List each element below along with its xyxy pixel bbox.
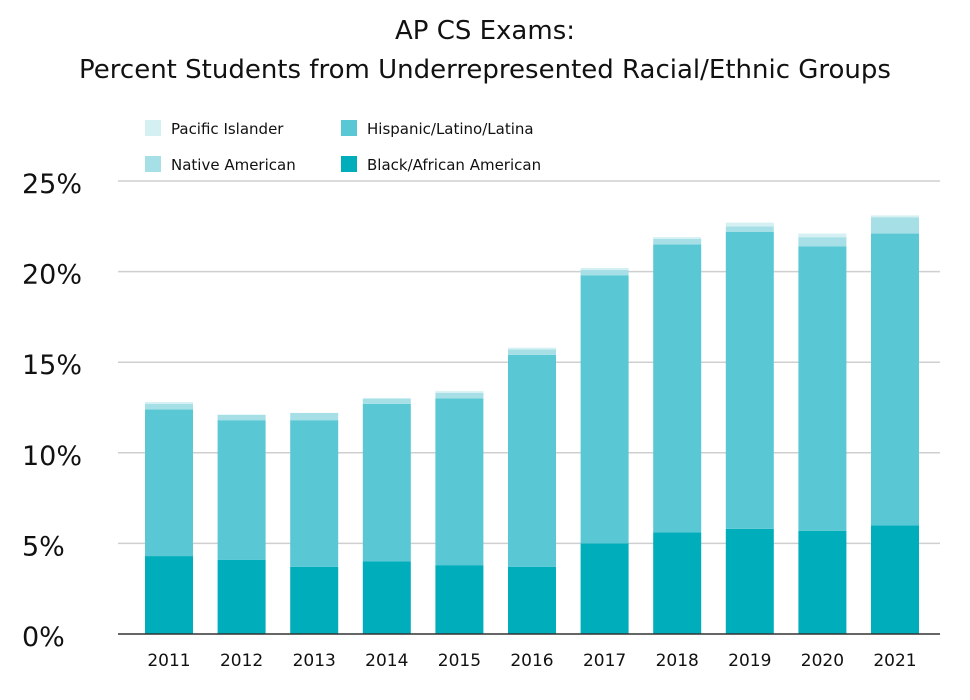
legend-label: Native American bbox=[171, 156, 296, 174]
legend-label: Black/African American bbox=[367, 156, 541, 174]
bar-segment bbox=[508, 566, 556, 634]
x-tick-label: 2017 bbox=[583, 651, 626, 671]
x-tick-label: 2011 bbox=[147, 651, 190, 671]
bar-segment bbox=[798, 237, 847, 247]
x-tick-label: 2014 bbox=[365, 651, 408, 671]
bar-segment bbox=[725, 222, 774, 227]
legend-label: Pacific Islander bbox=[171, 120, 284, 138]
x-tick-label: 2012 bbox=[220, 651, 263, 671]
bar-segment bbox=[508, 349, 556, 355]
bar-segment bbox=[362, 403, 411, 562]
bar-segment bbox=[871, 233, 919, 526]
y-tick-label: 0% bbox=[22, 622, 65, 653]
y-tick-label: 5% bbox=[22, 531, 65, 562]
legend-swatch bbox=[145, 156, 161, 172]
bar-segment bbox=[871, 525, 919, 634]
bar-segment bbox=[653, 238, 702, 245]
bar-segment bbox=[580, 275, 629, 544]
bar-segment bbox=[435, 565, 484, 634]
bar-segment bbox=[435, 391, 484, 394]
x-tick-label: 2013 bbox=[293, 651, 336, 671]
bar-segment bbox=[798, 246, 847, 531]
bar-segment bbox=[145, 402, 193, 404]
x-tick-label: 2020 bbox=[801, 651, 844, 671]
bar-segment bbox=[653, 532, 702, 634]
x-tick-label: 2018 bbox=[656, 651, 699, 671]
bar-segment bbox=[145, 403, 193, 410]
bar-segment bbox=[508, 347, 556, 350]
chart-title-line-1: AP CS Exams: bbox=[394, 16, 576, 46]
x-tick-label: 2015 bbox=[438, 651, 481, 671]
bar-segment bbox=[580, 543, 629, 634]
bar-segment bbox=[290, 566, 339, 634]
legend-label: Hispanic/Latino/Latina bbox=[367, 120, 534, 138]
bar-segment bbox=[508, 354, 556, 567]
bar-segment bbox=[580, 269, 629, 276]
bar-segment bbox=[653, 244, 702, 533]
y-tick-label: 10% bbox=[22, 441, 82, 472]
bar-segment bbox=[580, 267, 629, 270]
legend-swatch bbox=[341, 156, 357, 172]
bar-segment bbox=[798, 530, 847, 634]
bar-segment bbox=[362, 561, 411, 634]
bar-segment bbox=[725, 528, 774, 634]
bar-segment bbox=[290, 420, 339, 567]
bar-segment bbox=[871, 217, 919, 234]
bar-segment bbox=[798, 233, 847, 238]
bar-segment bbox=[145, 409, 193, 557]
bar-segment bbox=[217, 420, 266, 560]
bar-segment bbox=[653, 237, 702, 239]
x-tick-label: 2019 bbox=[728, 651, 771, 671]
legend-swatch bbox=[145, 120, 161, 136]
bar-segment bbox=[217, 414, 266, 421]
legend-swatch bbox=[341, 120, 357, 136]
y-tick-label: 20% bbox=[22, 260, 82, 291]
chart-title-line-2: Percent Students from Underrepresented R… bbox=[79, 55, 891, 85]
bar-segment bbox=[435, 398, 484, 566]
y-tick-label: 15% bbox=[22, 350, 82, 381]
bar-segment bbox=[362, 398, 411, 404]
bar-segment bbox=[435, 393, 484, 399]
bar-segment bbox=[145, 556, 193, 634]
bar-segment bbox=[725, 226, 774, 232]
bar-segment bbox=[871, 215, 919, 218]
bar-segment bbox=[725, 231, 774, 529]
y-tick-label: 25% bbox=[22, 169, 82, 200]
x-tick-label: 2016 bbox=[510, 651, 553, 671]
x-tick-label: 2021 bbox=[873, 651, 916, 671]
bar-segment bbox=[290, 412, 339, 421]
bar-segment bbox=[217, 559, 266, 634]
